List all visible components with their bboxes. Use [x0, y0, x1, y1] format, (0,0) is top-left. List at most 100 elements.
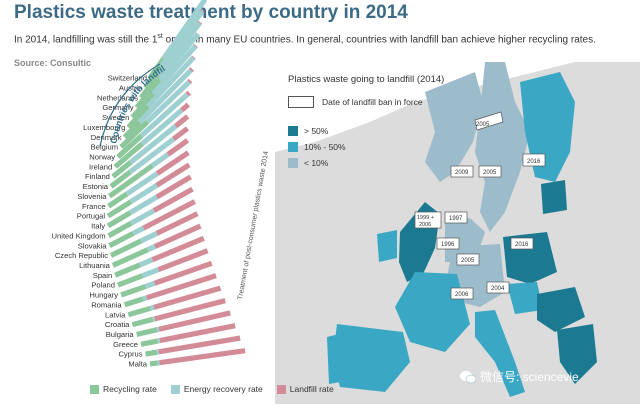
fan-bar-lithuania — [111, 223, 202, 268]
bar-segment-landfill — [193, 43, 198, 48]
bar-segment-energy — [129, 183, 159, 204]
bar-segment-recycling — [117, 273, 144, 288]
country-label: Spain — [93, 271, 112, 280]
bar-segment-recycling — [108, 231, 135, 249]
map-legend-mid: 10% - 50% — [288, 142, 346, 152]
bar-segment-energy — [142, 295, 148, 302]
fan-bar-poland — [117, 248, 209, 288]
bar-segment-landfill — [159, 348, 246, 366]
bar-segment-recycling — [106, 210, 132, 229]
map-legend-low: < 10% — [288, 158, 328, 168]
bar-segment-energy — [151, 44, 198, 96]
source-note: Source: Consultic — [14, 58, 92, 68]
europe-map: 2016 2005 2009 2005 1999 + 2006 1997 199… — [275, 62, 640, 404]
country-label: Germany — [102, 103, 133, 112]
map-date-norway: 2009 — [455, 170, 469, 176]
country-label: Luxembourg — [83, 123, 125, 132]
country-label: Slovenia — [77, 192, 107, 201]
bar-segment-energy — [146, 244, 156, 253]
fan-bar-netherlands — [138, 20, 203, 100]
map-date-nl: 1997 — [449, 216, 463, 222]
fan-bar-czech-republic — [109, 211, 199, 258]
map-legend-ban-date: Date of landfill ban in force — [288, 96, 423, 108]
country-label: Lithuania — [79, 261, 111, 270]
country-label: Estonia — [83, 182, 109, 191]
bar-segment-energy — [128, 136, 176, 175]
bar-segment-energy — [129, 194, 159, 215]
fan-bar-austria — [143, 9, 205, 90]
watermark: 微信号: sciencevie — [460, 368, 579, 385]
fan-bar-france — [107, 150, 190, 209]
bar-segment-recycling — [109, 238, 143, 258]
fan-bar-finland — [111, 114, 190, 179]
bar-segment-landfill — [153, 223, 202, 249]
bar-segment-landfill — [155, 150, 190, 176]
country-label: Romania — [91, 300, 122, 309]
fan-bar-italy — [106, 174, 192, 229]
bar-segment-landfill — [180, 102, 190, 113]
country-label: Ireland — [89, 162, 112, 171]
country-label: Italy — [91, 222, 105, 231]
bar-segment-landfill — [200, 9, 205, 14]
bar-segment-landfill — [191, 55, 196, 60]
country-label: Cyprus — [118, 350, 142, 359]
country-label: Czech Republic — [55, 251, 108, 260]
bar-segment-recycling — [136, 327, 158, 337]
country-label: Denmark — [91, 133, 122, 142]
bar-segment-energy — [152, 316, 156, 322]
country-label: Slovakia — [78, 241, 107, 250]
fan-bar-latvia — [127, 285, 222, 318]
bar-segment-landfill — [158, 335, 241, 355]
region-baltics — [541, 180, 567, 214]
bar-segment-landfill — [155, 162, 191, 188]
fan-bar-slovenia — [107, 138, 190, 199]
fan-bar-ireland — [113, 102, 190, 169]
bar-segment-energy — [140, 108, 184, 146]
bar-segment-recycling — [120, 283, 147, 298]
country-label: Norway — [89, 153, 115, 162]
bar-segment-recycling — [114, 262, 142, 278]
bar-segment-landfill — [172, 126, 190, 141]
map-date-be: 1996 — [441, 242, 455, 248]
bar-segment-recycling — [134, 77, 162, 110]
chart-title: Plastics waste treatment by country in 2… — [14, 2, 408, 23]
fan-bar-portugal — [106, 162, 191, 219]
bar-segment-recycling — [113, 141, 144, 169]
country-label: Greece — [113, 340, 138, 349]
region-czech-slovakia — [507, 282, 543, 314]
bar-segment-energy — [157, 360, 160, 366]
bar-segment-energy — [145, 80, 191, 124]
bar-segment-energy — [129, 208, 156, 226]
bar-segment-energy — [157, 338, 161, 344]
bar-segment-recycling — [111, 160, 133, 179]
country-label: Sweden — [102, 113, 129, 122]
fan-bar-bulgaria — [136, 310, 231, 337]
fan-bar-greece — [140, 323, 236, 347]
fan-bar-united-kingdom — [107, 186, 194, 239]
bar-segment-recycling — [145, 349, 158, 357]
bar-segment-energy — [150, 152, 170, 168]
map-date-at: 2004 — [491, 286, 505, 292]
fan-bars-group — [106, 0, 246, 367]
fan-axis-label: Treatment of post-consumer plastics wast… — [237, 151, 270, 301]
map-date-de: 2005 — [461, 258, 475, 264]
fan-bar-denmark — [122, 67, 194, 140]
map-date-sweden: 2005 — [483, 170, 497, 176]
map-legend-high: > 50% — [288, 126, 328, 136]
bar-segment-recycling — [127, 305, 152, 318]
fan-bar-croatia — [131, 298, 226, 328]
map-date-pl: 2016 — [515, 242, 529, 248]
fan-bar-chart: SwitzerlandAustriaNetherlandsGermanySwed… — [0, 0, 270, 369]
country-label: Netherlands — [97, 93, 138, 102]
bar-segment-energy — [149, 304, 155, 311]
legend-low-swatch — [288, 158, 298, 168]
country-label: Hungary — [89, 291, 118, 300]
region-romania-hungary — [537, 287, 585, 332]
bar-segment-recycling — [143, 65, 164, 90]
country-label: Malta — [128, 360, 147, 369]
bar-segment-recycling — [126, 104, 150, 130]
fan-bar-sweden — [130, 43, 198, 120]
legend-mid-swatch — [288, 142, 298, 152]
chart-subtitle: In 2014, landfilling was still the 1st o… — [14, 33, 596, 46]
map-date-finland: 2016 — [527, 159, 541, 165]
